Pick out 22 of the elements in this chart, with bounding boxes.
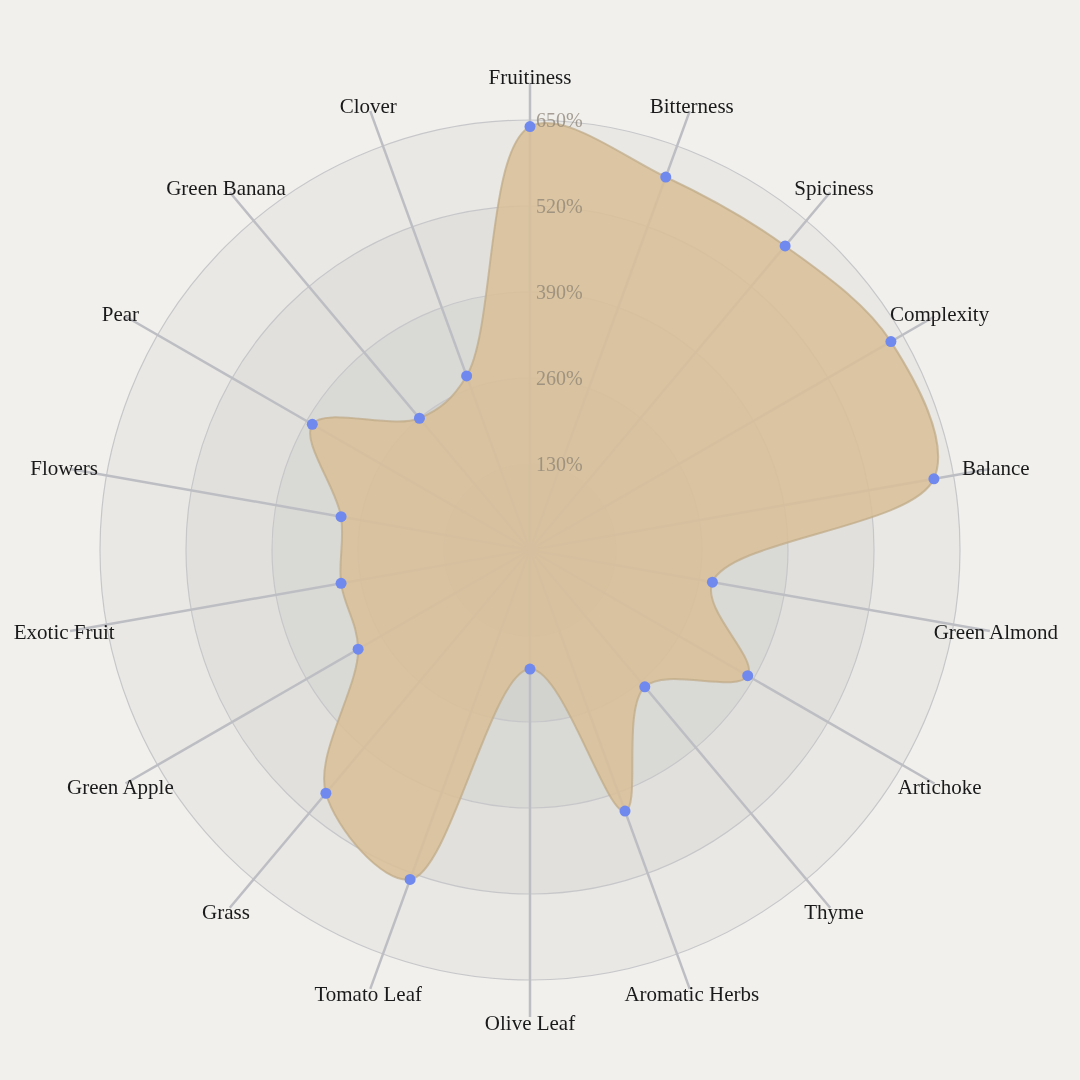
spoke-label: Aromatic Herbs <box>624 982 760 1007</box>
spoke-label: Green Apple <box>67 774 174 799</box>
spoke-label: Bitterness <box>649 93 734 118</box>
y-tick-label: 130% <box>536 453 583 475</box>
spoke-label: Spiciness <box>794 175 874 200</box>
spoke-label: Balance <box>962 455 1030 480</box>
spoke-label: Green Almond <box>933 620 1059 645</box>
y-tick-label: 520% <box>536 195 583 217</box>
spoke-label: Olive Leaf <box>484 1011 576 1035</box>
spoke-label: Green Banana <box>166 175 287 200</box>
y-tick-label: 260% <box>536 367 583 389</box>
spoke-label: Fruitiness <box>488 65 572 89</box>
spoke-label: Grass <box>202 900 250 925</box>
spoke-label: Pear <box>101 301 140 326</box>
spoke-label: Flowers <box>30 455 99 480</box>
spoke-label: Clover <box>339 93 397 118</box>
spoke-label: Thyme <box>804 900 864 925</box>
spoke-label: Exotic Fruit <box>13 620 115 645</box>
spoke-label: Complexity <box>890 301 990 326</box>
y-tick-label: 390% <box>536 281 583 303</box>
spoke-label: Artichoke <box>897 774 982 799</box>
spoke-label: Tomato Leaf <box>314 982 423 1007</box>
